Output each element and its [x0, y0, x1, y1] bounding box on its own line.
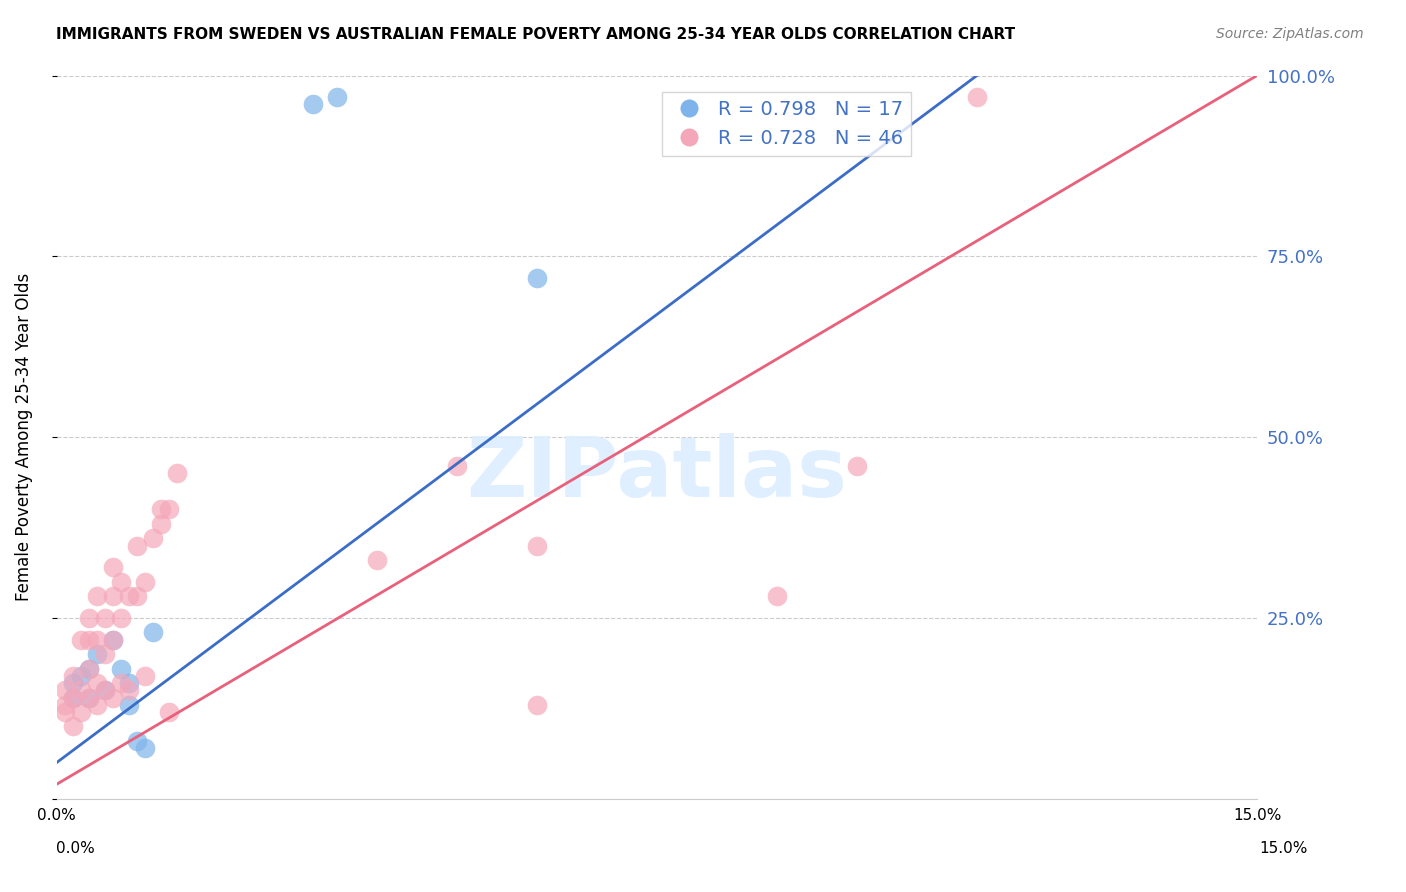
Australians — [110, 611, 132, 625]
Immigrants from Sweden — [110, 662, 132, 676]
Australians — [69, 705, 91, 719]
Immigrants from Sweden — [117, 698, 139, 712]
Australians — [77, 690, 100, 705]
Australians — [77, 662, 100, 676]
Australians — [62, 669, 84, 683]
Immigrants from Sweden — [93, 683, 115, 698]
Australians — [142, 532, 165, 546]
Australians — [93, 647, 115, 661]
Australians — [93, 683, 115, 698]
Australians — [101, 632, 124, 647]
Immigrants from Sweden — [69, 669, 91, 683]
Text: Source: ZipAtlas.com: Source: ZipAtlas.com — [1216, 27, 1364, 41]
Australians — [53, 698, 76, 712]
Immigrants from Sweden — [62, 690, 84, 705]
Immigrants from Sweden — [77, 690, 100, 705]
Immigrants from Sweden — [325, 90, 347, 104]
Immigrants from Sweden — [86, 647, 108, 661]
Australians — [110, 574, 132, 589]
Australians — [62, 719, 84, 733]
Australians — [101, 589, 124, 603]
Text: IMMIGRANTS FROM SWEDEN VS AUSTRALIAN FEMALE POVERTY AMONG 25-34 YEAR OLDS CORREL: IMMIGRANTS FROM SWEDEN VS AUSTRALIAN FEM… — [56, 27, 1015, 42]
Immigrants from Sweden — [134, 741, 156, 756]
Australians — [117, 589, 139, 603]
Australians — [157, 502, 180, 516]
Australians — [966, 90, 988, 104]
Australians — [166, 467, 188, 481]
Australians — [77, 632, 100, 647]
Australians — [53, 705, 76, 719]
Immigrants from Sweden — [142, 625, 165, 640]
Australians — [149, 502, 172, 516]
Australians — [446, 458, 468, 473]
Australians — [93, 611, 115, 625]
Australians — [766, 589, 789, 603]
Australians — [77, 611, 100, 625]
Australians — [101, 690, 124, 705]
Australians — [53, 683, 76, 698]
Immigrants from Sweden — [101, 632, 124, 647]
Text: 15.0%: 15.0% — [1260, 841, 1308, 856]
Australians — [157, 705, 180, 719]
Immigrants from Sweden — [301, 97, 323, 112]
Australians — [86, 698, 108, 712]
Australians — [125, 539, 148, 553]
Australians — [110, 676, 132, 690]
Australians — [86, 589, 108, 603]
Australians — [149, 516, 172, 531]
Legend: R = 0.798   N = 17, R = 0.728   N = 46: R = 0.798 N = 17, R = 0.728 N = 46 — [662, 93, 911, 156]
Australians — [69, 632, 91, 647]
Australians — [134, 574, 156, 589]
Immigrants from Sweden — [62, 676, 84, 690]
Australians — [845, 458, 868, 473]
Australians — [125, 589, 148, 603]
Australians — [62, 690, 84, 705]
Australians — [86, 632, 108, 647]
Immigrants from Sweden — [526, 271, 548, 285]
Immigrants from Sweden — [117, 676, 139, 690]
Australians — [117, 683, 139, 698]
Text: 0.0%: 0.0% — [56, 841, 96, 856]
Australians — [134, 669, 156, 683]
Australians — [366, 553, 388, 567]
Australians — [69, 683, 91, 698]
Australians — [526, 539, 548, 553]
Immigrants from Sweden — [125, 734, 148, 748]
Y-axis label: Female Poverty Among 25-34 Year Olds: Female Poverty Among 25-34 Year Olds — [15, 273, 32, 601]
Text: ZIPatlas: ZIPatlas — [467, 433, 848, 514]
Australians — [86, 676, 108, 690]
Australians — [526, 698, 548, 712]
Immigrants from Sweden — [77, 662, 100, 676]
Australians — [101, 560, 124, 574]
